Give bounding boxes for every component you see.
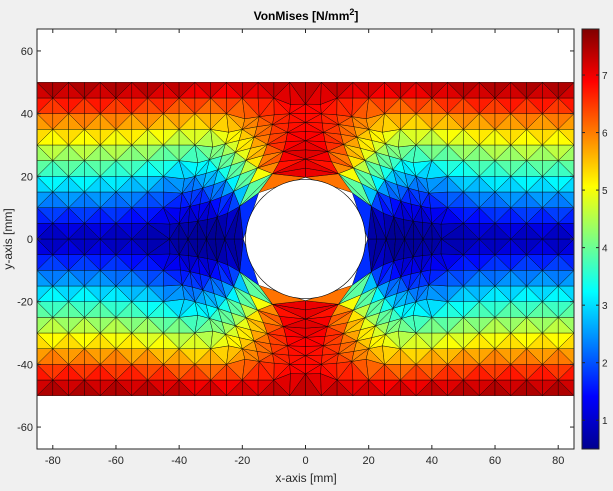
mesh-element xyxy=(431,82,449,99)
mesh-element xyxy=(273,82,291,99)
colorbar-tick-label: 6 xyxy=(602,129,608,140)
mesh-element xyxy=(147,82,164,99)
mesh-element xyxy=(336,82,354,99)
colorbar-tick-label: 2 xyxy=(602,359,608,370)
mesh xyxy=(37,81,574,397)
mesh-element xyxy=(84,82,101,99)
mesh-element xyxy=(494,82,512,99)
x-tick-label: 0 xyxy=(302,455,308,467)
x-tick-label: -60 xyxy=(108,455,124,467)
y-axis-ticks: -60 -40 -20 0 20 40 60 xyxy=(17,46,574,434)
chart-title-suffix: ] xyxy=(354,9,358,23)
x-tick-label: -20 xyxy=(234,455,250,467)
mesh-element xyxy=(368,82,385,99)
y-tick-label: -40 xyxy=(17,359,33,371)
hole xyxy=(245,179,366,299)
y-axis-label: y-axis [mm] xyxy=(1,208,15,269)
x-axis-label: x-axis [mm] xyxy=(275,471,336,485)
y-tick-label: 0 xyxy=(27,234,33,246)
colorbar xyxy=(581,28,600,450)
chart-title-main: VonMises [N/mm xyxy=(254,9,350,23)
mesh-element xyxy=(558,82,574,99)
x-tick-label: 20 xyxy=(363,455,375,467)
mesh-element xyxy=(400,82,417,99)
colorbar-tick-label: 5 xyxy=(602,186,608,197)
x-tick-label: 80 xyxy=(552,455,564,467)
mesh-element xyxy=(526,82,543,99)
mesh-element xyxy=(52,82,70,99)
colorbar-tick-label: 1 xyxy=(602,416,608,427)
mesh-element xyxy=(463,82,480,99)
y-tick-label: -20 xyxy=(17,297,33,309)
mesh-element xyxy=(115,82,133,99)
mesh-element xyxy=(210,82,227,99)
mesh-element xyxy=(242,82,259,99)
colorbar-tick-label: 7 xyxy=(602,71,608,82)
x-tick-label: -80 xyxy=(45,455,61,467)
y-tick-label: -60 xyxy=(17,422,33,434)
y-tick-label: 20 xyxy=(21,171,33,183)
mesh-element xyxy=(178,82,196,99)
chart-title: VonMises [N/mm2] xyxy=(254,7,359,23)
chart-title-superscript: 2 xyxy=(349,7,354,17)
x-tick-label: -40 xyxy=(171,455,187,467)
y-tick-label: 60 xyxy=(21,46,33,58)
x-tick-label: 60 xyxy=(489,455,501,467)
colorbar-tick-label: 3 xyxy=(602,301,608,312)
x-axis-ticks: -80 -60 -40 -20 0 20 40 60 80 xyxy=(45,29,564,467)
colorbar-ticks: 1 2 3 4 5 6 7 xyxy=(582,71,608,427)
colorbar-tick-label: 4 xyxy=(602,244,608,255)
x-tick-label: 40 xyxy=(426,455,438,467)
mesh-element xyxy=(305,82,322,105)
y-tick-label: 40 xyxy=(21,109,33,121)
